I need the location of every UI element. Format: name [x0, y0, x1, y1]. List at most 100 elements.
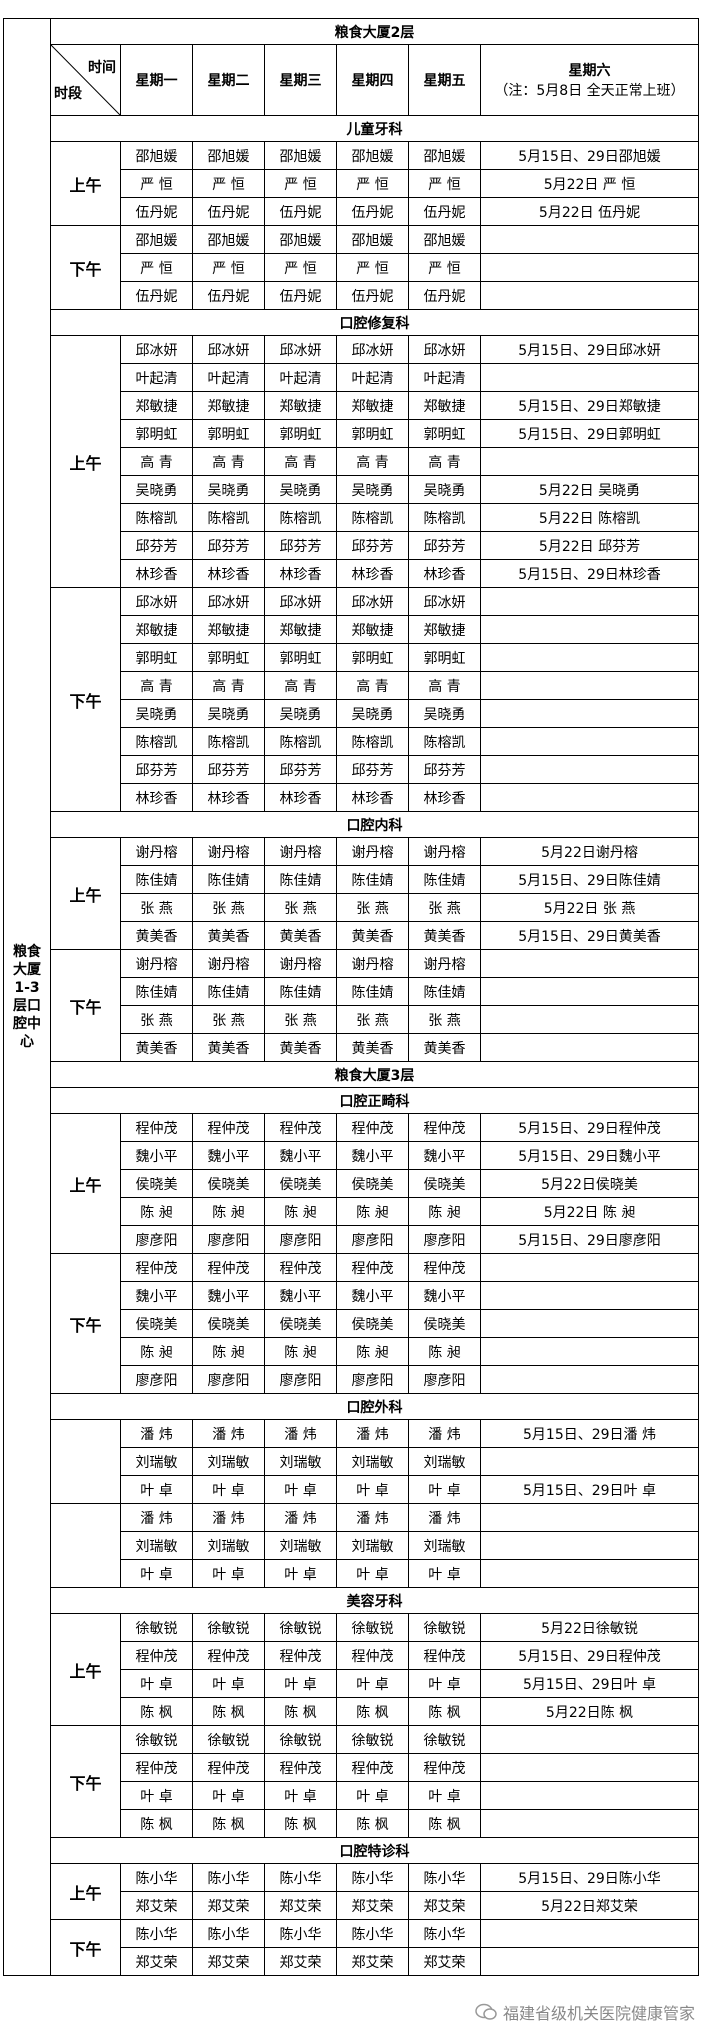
doctor-cell: 程仲茂: [120, 1113, 193, 1142]
doctor-cell: 郑敏捷: [120, 391, 193, 420]
doctor-cell: 叶起清: [264, 363, 337, 392]
doctor-cell: 程仲茂: [120, 1753, 193, 1782]
doctor-cell: 邱芬芳: [192, 531, 265, 560]
doctor-cell: 伍丹妮: [336, 197, 409, 226]
doctor-cell: 严 恒: [192, 253, 265, 282]
doctor-cell: 叶 卓: [408, 1781, 481, 1810]
table-row: 上午 邱冰妍 邱冰妍 邱冰妍 邱冰妍 邱冰妍 5月15日、29日邱冰妍: [4, 335, 700, 588]
department-title: 美容牙科: [49, 1587, 700, 1614]
saturday-cell: [479, 253, 700, 282]
doctor-cell: 伍丹妮: [192, 197, 265, 226]
table-row: 下午 谢丹榕 谢丹榕 谢丹榕 谢丹榕 谢丹榕: [4, 949, 700, 1062]
doctor-cell: 侯晓美: [120, 1309, 193, 1338]
doctor-cell: 叶 卓: [120, 1669, 193, 1698]
department-title: 口腔外科: [49, 1393, 700, 1420]
weekday-header: 星期二: [192, 44, 265, 116]
doctor-cell: 郭明虹: [192, 419, 265, 448]
department-title: 口腔正畸科: [49, 1087, 700, 1114]
doctor-cell: 叶 卓: [408, 1559, 481, 1588]
doctor-cell: 侯晓美: [192, 1309, 265, 1338]
period-cell: 下午: [50, 225, 121, 310]
doctor-cell: 伍丹妮: [120, 197, 193, 226]
doctor-cell: 郑敏捷: [336, 391, 409, 420]
doctor-cell: 黄美香: [336, 921, 409, 950]
weekday-header: 星期四: [336, 44, 409, 116]
doctor-cell: 高 青: [264, 447, 337, 476]
doctor-cell: 邵旭媛: [120, 141, 193, 170]
doctor-cell: 严 恒: [264, 253, 337, 282]
doctor-cell: 陈榕凯: [336, 727, 409, 756]
period-cell: 上午: [50, 837, 121, 950]
doctor-cell: 叶 卓: [408, 1475, 481, 1504]
doctor-cell: 叶 卓: [192, 1475, 265, 1504]
doctor-cell: 张 燕: [120, 893, 193, 922]
doctor-cell: 陈榕凯: [264, 727, 337, 756]
doctor-cell: 刘瑞敏: [192, 1531, 265, 1560]
doctor-cell: 伍丹妮: [264, 197, 337, 226]
doctor-cell: 刘瑞敏: [408, 1531, 481, 1560]
doctor-cell: 邱芬芳: [192, 755, 265, 784]
period-cell: 下午: [50, 587, 121, 812]
doctor-cell: 伍丹妮: [408, 281, 481, 310]
doctor-cell: 张 燕: [408, 1005, 481, 1034]
doctor-cell: 程仲茂: [192, 1641, 265, 1670]
doctor-cell: 叶 卓: [336, 1475, 409, 1504]
saturday-cell: [479, 1753, 700, 1782]
doctor-cell: 陈小华: [336, 1919, 409, 1948]
doctor-cell: 潘 炜: [264, 1419, 337, 1448]
doctor-cell: 程仲茂: [408, 1113, 481, 1142]
saturday-cell: [479, 1781, 700, 1810]
saturday-cell: [479, 727, 700, 756]
doctor-cell: 徐敏锐: [192, 1613, 265, 1642]
saturday-cell: 5月22日 张 燕: [479, 893, 700, 922]
doctor-cell: 陈榕凯: [120, 503, 193, 532]
doctor-cell: 林珍香: [336, 559, 409, 588]
doctor-cell: 谢丹榕: [192, 949, 265, 978]
saturday-cell: 5月15日、29日廖彦阳: [479, 1225, 700, 1254]
saturday-cell: 5月22日谢丹榕: [479, 837, 700, 866]
doctor-cell: 陈小华: [408, 1919, 481, 1948]
doctor-cell: 严 恒: [408, 253, 481, 282]
period-cell: 上午: [50, 1613, 121, 1726]
table-row: 程仲茂 程仲茂 程仲茂 程仲茂 程仲茂 5月15日、29日程仲茂: [4, 1641, 700, 1670]
saturday-cell: [479, 699, 700, 728]
doctor-cell: 程仲茂: [336, 1641, 409, 1670]
table-body: 粮食大厦1-3层口腔中心 粮食大厦2层 时间 时段 星期一 星期二 星期三 星期四 星期五 星期六…: [3, 18, 700, 1976]
doctor-cell: 高 青: [120, 671, 193, 700]
doctor-cell: 邱芬芳: [120, 755, 193, 784]
saturday-cell: [479, 671, 700, 700]
doctor-cell: 林珍香: [336, 783, 409, 812]
doctor-cell: 叶 卓: [408, 1669, 481, 1698]
doctor-cell: 吴晓勇: [120, 475, 193, 504]
period-cell: 下午: [50, 1725, 121, 1838]
table-row: 张 燕张 燕张 燕张 燕张 燕 5月22日 张 燕: [4, 893, 700, 922]
period-cell: 下午: [50, 1919, 121, 1976]
table-row: 高 青高 青高 青高 青高 青: [4, 447, 700, 476]
doctor-cell: 叶 卓: [264, 1559, 337, 1588]
doctor-cell: 陈 昶: [120, 1197, 193, 1226]
doctor-cell: 郑敏捷: [120, 615, 193, 644]
doctor-cell: 魏小平: [408, 1281, 481, 1310]
doctor-cell: 郭明虹: [408, 419, 481, 448]
doctor-cell: 严 恒: [120, 253, 193, 282]
doctor-cell: 魏小平: [264, 1141, 337, 1170]
doctor-cell: 叶 卓: [336, 1781, 409, 1810]
doctor-cell: 林珍香: [408, 559, 481, 588]
doctor-cell: 陈佳婧: [120, 977, 193, 1006]
doctor-cell: 程仲茂: [120, 1253, 193, 1282]
saturday-cell: [479, 615, 700, 644]
doctor-cell: 郑敏捷: [264, 615, 337, 644]
doctor-cell: 刘瑞敏: [264, 1447, 337, 1476]
watermark: 福建省级机关医院健康管家: [475, 2000, 695, 2024]
doctor-cell: 潘 炜: [408, 1419, 481, 1448]
doctor-cell: 谢丹榕: [264, 837, 337, 866]
doctor-cell: 陈佳婧: [120, 865, 193, 894]
doctor-cell: 侯晓美: [408, 1169, 481, 1198]
doctor-cell: 程仲茂: [192, 1253, 265, 1282]
saturday-cell: 5月15日、29日林珍香: [479, 559, 700, 588]
table-row: 潘 炜潘 炜潘 炜潘 炜潘 炜 5月15日、29日潘 炜: [4, 1419, 700, 1504]
doctor-cell: 陈小华: [192, 1919, 265, 1948]
department-title: 口腔修复科: [49, 309, 700, 336]
doctor-cell: 吴晓勇: [192, 699, 265, 728]
saturday-cell: 5月15日、29日陈佳婧: [479, 865, 700, 894]
